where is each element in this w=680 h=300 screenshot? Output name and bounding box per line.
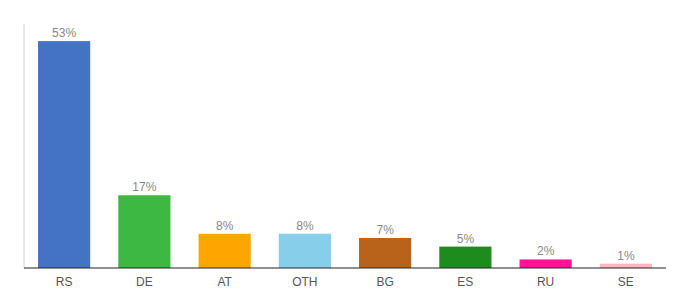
bar — [600, 264, 652, 268]
x-tick-label: RS — [56, 275, 73, 289]
data-label: 5% — [457, 232, 475, 246]
data-label: 53% — [52, 26, 76, 40]
data-label: 2% — [537, 244, 555, 258]
bar — [439, 247, 491, 268]
chart-container: 53% 17% 8% 8% 7% 5% 2% 1% RS DE AT OTH BG ES RU SE — [0, 0, 680, 300]
x-tick-label: DE — [136, 275, 153, 289]
x-tick-label: RU — [537, 275, 554, 289]
y-axis-line — [24, 24, 25, 268]
bar — [199, 234, 251, 268]
bar — [359, 238, 411, 268]
bar — [118, 195, 170, 268]
bar — [520, 259, 572, 268]
data-label: 8% — [296, 219, 314, 233]
bar — [38, 41, 90, 268]
data-label: 1% — [617, 249, 635, 263]
data-label: 17% — [132, 180, 156, 194]
bars — [38, 41, 652, 268]
x-tick-labels: RS DE AT OTH BG ES RU SE — [56, 275, 634, 289]
data-label: 7% — [376, 223, 394, 237]
x-tick-label: AT — [217, 275, 232, 289]
data-label: 8% — [216, 219, 234, 233]
x-axis-line — [24, 267, 666, 268]
x-tick-label: OTH — [292, 275, 317, 289]
x-tick-label: ES — [457, 275, 473, 289]
x-tick-label: SE — [618, 275, 634, 289]
chart: 53% 17% 8% 8% 7% 5% 2% 1% RS DE AT OTH BG ES RU SE — [0, 0, 680, 300]
data-labels: 53% 17% 8% 8% 7% 5% 2% 1% — [52, 26, 635, 263]
bar — [279, 234, 331, 268]
x-tick-label: BG — [376, 275, 393, 289]
